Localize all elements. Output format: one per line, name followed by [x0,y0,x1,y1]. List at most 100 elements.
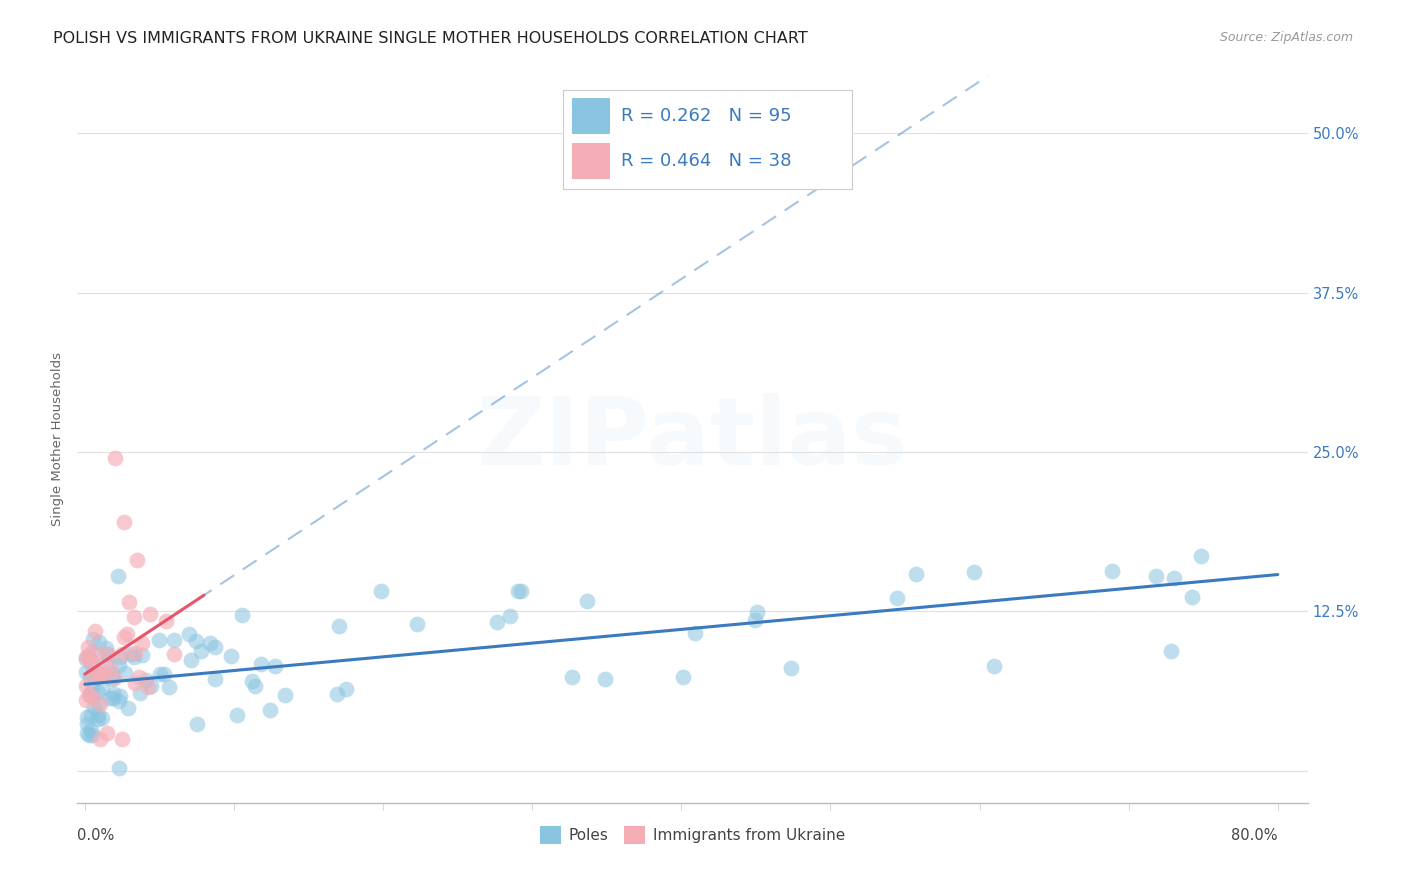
Point [79,653,101,667]
Point [84,672,107,686]
Point [112,515,135,529]
Point [155,615,177,629]
Point [148,632,170,647]
Point [75,692,97,706]
Point [75,652,97,666]
Point [886,591,908,605]
Point [80,723,103,738]
Point [84,624,107,639]
Point [110,648,132,662]
Point [108,658,131,673]
Point [101,672,124,686]
Point [672,670,695,684]
Point [115,627,138,641]
Point [1160,643,1182,657]
Point [107,761,129,775]
Point [111,732,134,747]
Point [83,699,105,714]
Point [103,687,125,701]
Point [204,640,226,655]
Point [80,655,103,669]
Point [80,669,103,683]
Point [745,605,768,619]
Point [122,650,145,665]
Point [326,687,349,701]
Point [86,646,108,660]
Point [149,667,172,681]
Point [129,685,152,699]
Point [264,658,287,673]
Point [124,676,146,690]
Point [98,660,121,674]
Point [204,673,226,687]
Point [76,710,98,724]
Point [108,690,131,704]
Point [186,717,208,731]
Point [89,668,111,682]
Point [744,613,766,627]
Point [117,700,139,714]
Legend: Poles, Immigrants from Ukraine: Poles, Immigrants from Ukraine [534,820,851,850]
Point [190,644,212,658]
Point [75,665,97,679]
Point [243,679,266,693]
Point [77,688,100,702]
Point [242,674,264,689]
Point [117,595,139,609]
Point [80,708,103,723]
Point [91,711,114,725]
Point [153,667,176,681]
Point [983,659,1005,673]
Point [779,661,801,675]
Point [131,636,153,650]
Point [561,670,583,684]
Point [485,615,508,629]
Point [179,627,201,641]
Point [82,690,104,705]
Point [112,630,135,644]
Point [231,607,253,622]
Point [76,726,98,740]
Point [87,635,110,649]
Y-axis label: Single Mother Households: Single Mother Households [51,352,65,526]
Point [136,680,159,694]
Point [139,607,162,621]
Point [101,690,124,705]
Point [96,647,118,661]
Point [89,698,111,712]
Point [905,567,928,582]
Point [87,685,110,699]
Point [1163,571,1185,585]
Point [683,626,706,640]
Point [108,694,131,708]
Point [96,655,118,669]
Point [79,687,101,701]
Point [94,640,117,655]
Point [184,633,207,648]
Point [124,646,146,660]
Text: 0.0%: 0.0% [77,829,114,843]
Point [128,670,150,684]
Point [98,691,121,706]
Point [82,645,104,659]
Point [75,679,97,693]
Point [80,681,103,696]
Point [1146,569,1168,583]
Point [1189,549,1212,563]
Point [499,608,522,623]
Point [104,451,127,466]
Point [1101,564,1123,578]
Point [103,671,125,685]
Point [510,584,533,599]
Point [114,665,136,680]
Point [86,708,108,723]
Point [274,688,297,702]
Point [120,647,142,661]
Point [122,610,145,624]
Point [75,650,97,665]
Point [370,584,392,599]
Point [406,616,429,631]
Point [93,666,115,681]
Point [82,658,104,673]
Text: POLISH VS IMMIGRANTS FROM UKRAINE SINGLE MOTHER HOUSEHOLDS CORRELATION CHART: POLISH VS IMMIGRANTS FROM UKRAINE SINGLE… [53,31,808,46]
